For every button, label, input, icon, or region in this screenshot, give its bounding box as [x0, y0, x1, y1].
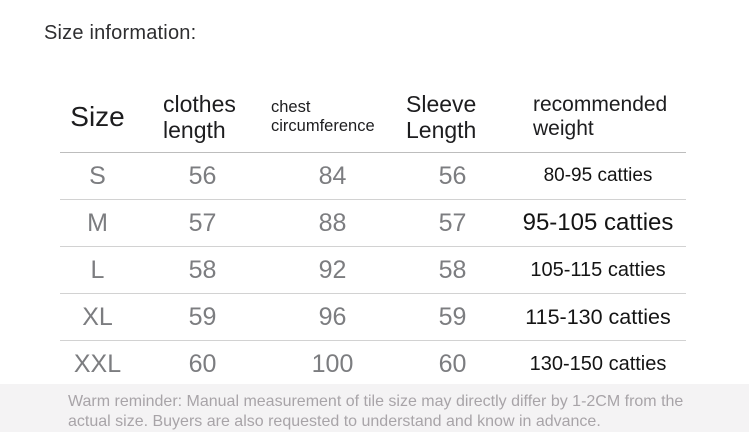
sleeve-length-value: 56 — [438, 161, 467, 190]
sleeve-length-value: 57 — [438, 208, 467, 237]
size-label: S — [89, 161, 106, 190]
recommended-weight-value: 130-150 catties — [529, 352, 667, 375]
size-label: M — [87, 208, 108, 237]
column-header-recommended-weight: recommended weight — [533, 93, 668, 140]
recommended-weight-value: 105-115 catties — [530, 258, 666, 281]
sleeve-length-value: 60 — [438, 349, 467, 378]
chest-circumference-value: 88 — [318, 208, 347, 237]
recommended-weight-value: 80-95 catties — [543, 165, 653, 186]
recommended-weight-value: 95-105 catties — [522, 209, 674, 236]
chest-circumference-value: 96 — [318, 302, 347, 331]
sleeve-length-value: 58 — [438, 255, 467, 284]
table-row-size-m: M 57 88 57 95-105 catties — [60, 200, 686, 247]
clothes-length-value: 57 — [188, 208, 217, 237]
table-row-size-xl: XL 59 96 59 115-130 catties — [60, 294, 686, 341]
column-header-sleeve-length: Sleeve Length — [406, 91, 477, 143]
size-label: L — [90, 255, 105, 284]
column-header-size: Size — [70, 101, 125, 133]
size-table: Size clothes length chest circumference … — [60, 82, 686, 388]
clothes-length-value: 60 — [188, 349, 217, 378]
table-row-size-s: S 56 84 56 80-95 catties — [60, 153, 686, 200]
sleeve-length-value: 59 — [438, 302, 467, 331]
chest-circumference-value: 100 — [311, 349, 354, 378]
clothes-length-value: 59 — [188, 302, 217, 331]
chest-circumference-value: 92 — [318, 255, 347, 284]
size-label: XL — [82, 302, 113, 331]
clothes-length-value: 58 — [188, 255, 217, 284]
table-row-size-l: L 58 92 58 105-115 catties — [60, 247, 686, 294]
recommended-weight-value: 115-130 catties — [525, 304, 671, 329]
column-header-clothes-length: clothes length — [163, 91, 236, 143]
table-row-size-xxl: XXL 60 100 60 130-150 catties — [60, 341, 686, 388]
warm-reminder-note: Warm reminder: Manual measurement of til… — [0, 384, 749, 432]
size-label: XXL — [73, 349, 122, 378]
chest-circumference-value: 84 — [318, 161, 347, 190]
column-header-chest-circumference: chest circumference — [271, 98, 375, 135]
table-header-row: Size clothes length chest circumference … — [60, 82, 686, 153]
clothes-length-value: 56 — [188, 161, 217, 190]
page-title: Size information: — [44, 22, 197, 44]
